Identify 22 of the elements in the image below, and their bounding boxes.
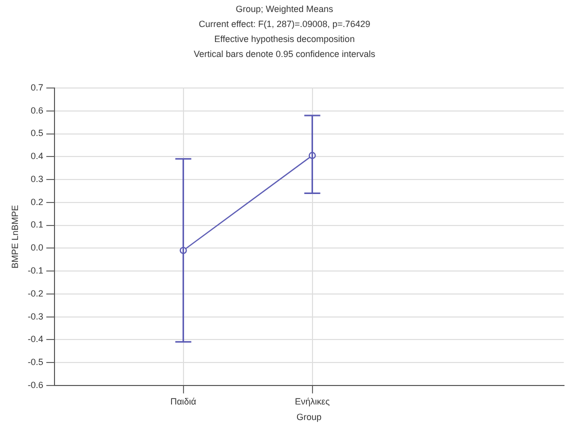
chart-subtitle: Current effect: F(1, 287)=.09008, p=.76429 [198,18,372,31]
y-tick-label: 0.4 [30,151,44,162]
y-tick-label: -0.6 [28,380,44,390]
y-tick-label: 0.0 [30,242,44,253]
y-tick-label: -0.4 [28,334,44,344]
y-tick-label: 0.6 [30,105,44,116]
y-tick-label: 0.3 [30,174,44,184]
y-axis-title: BMPE LnBMPE [10,204,20,268]
y-tick-label: 0.2 [30,196,44,207]
x-tick-label: Παιδιά [170,396,196,406]
x-axis-title: Group [296,412,322,422]
y-tick-label: -0.1 [28,266,44,276]
y-tick-label: -0.3 [28,311,44,322]
chart-title: Group; Weighted Means [234,3,334,16]
x-tick-label: Ενήλικες [294,396,330,406]
text: Vertical bars denote 0.95 confidence intervals [192,48,376,61]
text: Effective hypothesis decomposition [213,33,356,46]
y-tick-label: 0.7 [30,82,44,92]
y-tick-label: -0.5 [28,357,44,368]
y-tick-label: 0.5 [30,128,44,138]
y-tick-label: -0.2 [28,288,44,298]
y-tick-label: 0.1 [30,220,44,230]
